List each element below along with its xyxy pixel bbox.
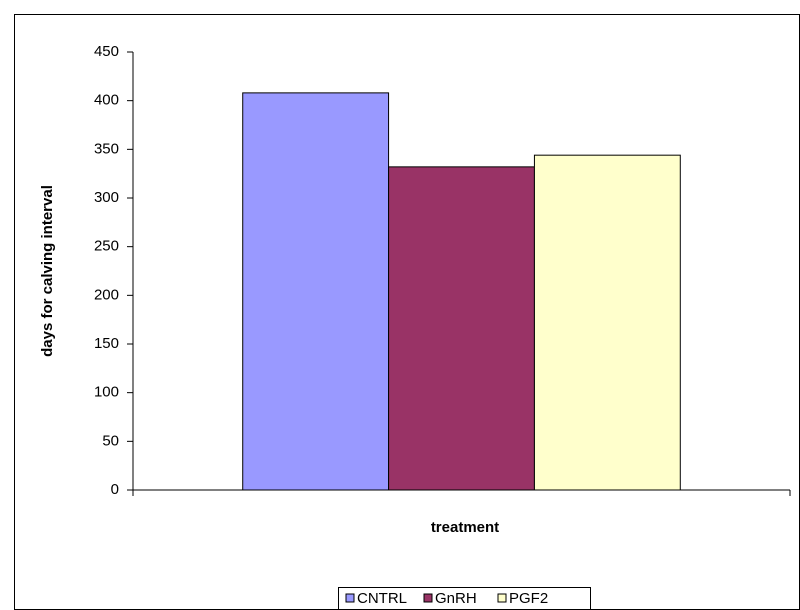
legend-label: PGF2 xyxy=(509,590,548,607)
bar xyxy=(388,166,535,491)
y-tick-label: 50 xyxy=(102,432,119,449)
y-tick-label: 250 xyxy=(94,238,119,255)
y-tick-label: 0 xyxy=(111,481,119,498)
y-tick-label: 400 xyxy=(94,92,119,109)
y-tick-label: 200 xyxy=(94,286,119,303)
y-axis-label: days for calving interval xyxy=(39,185,56,357)
legend-label: CNTRL xyxy=(357,590,407,607)
legend-swatch xyxy=(497,593,507,603)
y-tick-label: 100 xyxy=(94,384,119,401)
bar xyxy=(533,154,681,491)
bar xyxy=(242,92,390,491)
x-axis-label: treatment xyxy=(431,519,499,536)
y-tick-label: 350 xyxy=(94,140,119,157)
legend-swatch xyxy=(345,593,355,603)
y-tick-label: 450 xyxy=(94,43,119,60)
legend-swatch xyxy=(423,593,433,603)
y-tick-label: 150 xyxy=(94,335,119,352)
legend-label: GnRH xyxy=(435,590,477,607)
y-tick-label: 300 xyxy=(94,189,119,206)
